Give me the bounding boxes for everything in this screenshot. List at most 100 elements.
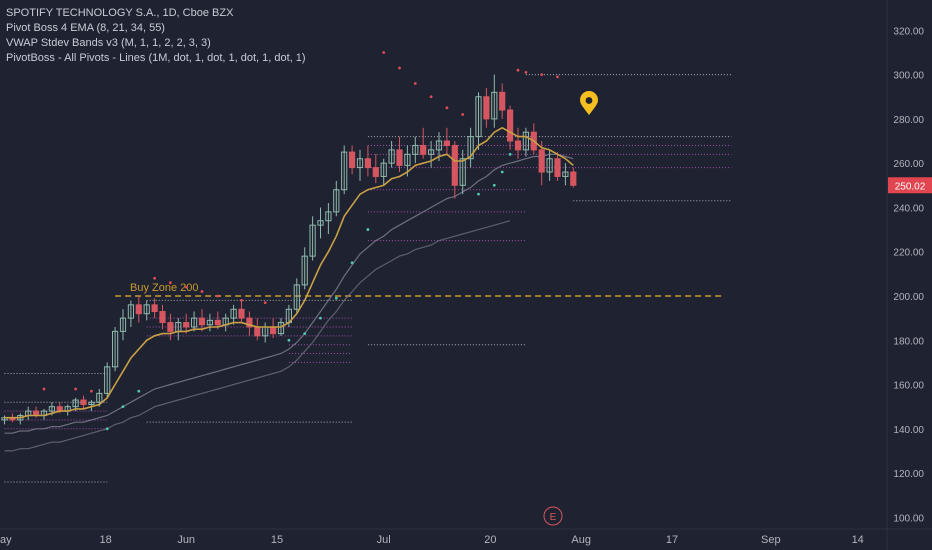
candle[interactable] [546,149,553,181]
candle-body [514,140,522,151]
candle-body [349,151,356,169]
candle[interactable] [499,83,506,119]
candle-body [435,140,443,151]
candle[interactable] [554,152,561,181]
candle-body [396,149,403,166]
marker-pin-hole [585,97,593,104]
candle-body [48,406,55,412]
ema-line [4,126,574,419]
y-tick-label: 220.00 [893,248,924,259]
candle[interactable] [301,247,308,290]
candle[interactable] [412,136,419,164]
candle[interactable] [396,136,403,173]
psar-dot [319,316,322,320]
candle-body [475,96,482,138]
candlesticks[interactable] [1,74,577,425]
candle-body [143,304,150,315]
psar-dots [42,51,559,431]
candle[interactable] [514,127,522,159]
candle[interactable] [333,180,340,217]
candle[interactable] [522,127,529,157]
candle[interactable] [198,309,206,332]
location-marker-icon[interactable] [580,91,598,115]
candle[interactable] [491,74,498,128]
candle[interactable] [167,313,174,341]
candle[interactable] [246,311,253,336]
candle[interactable] [309,216,316,261]
candle[interactable] [112,326,119,372]
candle[interactable] [562,163,569,186]
candle[interactable] [372,154,379,184]
candle-body [483,96,490,120]
y-tick-label: 160.00 [893,381,924,392]
candle[interactable] [483,87,490,128]
candle[interactable] [159,304,166,330]
candle[interactable] [80,395,87,409]
y-axis[interactable]: 100.00 120.00 140.00 160.00 180.00 200.00 220.… [893,26,924,524]
candle[interactable] [507,105,514,150]
candle[interactable] [119,309,127,341]
candle[interactable] [459,149,466,195]
candle[interactable] [104,362,111,398]
candle[interactable] [127,300,135,327]
candle[interactable] [143,300,150,321]
y-tick-label: 200.00 [893,292,924,303]
candle-body [96,392,103,403]
candle[interactable] [349,145,356,175]
candle-body [246,317,253,328]
legend-pivot-indicator[interactable]: PivotBoss - All Pivots - Lines (1M, dot,… [6,52,306,64]
candle[interactable] [317,207,324,239]
vwap-lower-band-2 [4,220,511,452]
candle[interactable] [475,92,482,150]
earnings-badge[interactable]: E [543,506,563,526]
candle[interactable] [293,278,300,314]
psar-dot [121,405,125,409]
candle[interactable] [570,167,577,188]
candle[interactable] [88,400,95,412]
candle[interactable] [420,127,427,159]
x-tick-label: 14 [852,534,864,546]
candle[interactable] [467,127,474,168]
candle-body [198,317,206,326]
candle[interactable] [428,141,435,168]
candle-body [301,255,308,286]
legend-title[interactable]: SPOTIFY TECHNOLOGY S.A., 1D, Cboe BZX [6,7,234,19]
legend-vwap-indicator[interactable]: VWAP Stdev Bands v3 (M, 1, 1, 2, 2, 3, 3… [6,37,211,49]
candle-body [80,399,87,405]
candle[interactable] [364,145,371,177]
legend-ema-indicator[interactable]: Pivot Boss 4 EMA (8, 21, 34, 55) [6,22,165,34]
y-tick-label: 180.00 [893,336,924,347]
candle[interactable] [388,141,395,168]
candle[interactable] [380,158,387,186]
psar-dot [556,75,559,79]
last-price-badge: 250.02 [888,177,932,194]
candle[interactable] [151,298,158,319]
candle-body [341,151,348,191]
candle-body [459,158,466,186]
candle[interactable] [451,141,458,199]
x-axis[interactable]: ay 18 Jun 15 Jul 20 Aug 17 Sep 14 [0,534,864,546]
psar-dot [524,71,528,74]
candle[interactable] [191,311,198,332]
y-tick-label: 100.00 [893,513,924,524]
earnings-letter: E [550,512,557,523]
candle-body [499,91,506,111]
candle[interactable] [356,149,364,181]
candle[interactable] [443,127,450,155]
candle[interactable] [238,300,245,323]
candle[interactable] [230,304,237,325]
psar-dot [508,152,512,156]
candle[interactable] [341,145,348,195]
candle[interactable] [206,313,214,332]
candle-body [238,308,245,319]
candle[interactable] [183,313,190,334]
candle-body [317,220,324,226]
psar-dot [74,387,77,391]
candle[interactable] [135,295,142,323]
candle[interactable] [325,203,332,235]
candle-body [230,308,237,319]
x-tick-label: Sep [761,534,781,546]
